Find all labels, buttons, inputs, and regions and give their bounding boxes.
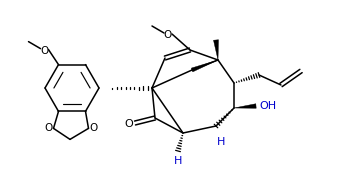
Text: O: O xyxy=(164,30,172,40)
Text: O: O xyxy=(125,119,133,129)
Text: H: H xyxy=(217,137,225,147)
Text: O: O xyxy=(89,123,98,133)
Polygon shape xyxy=(234,104,256,108)
Text: O: O xyxy=(40,46,49,56)
Text: H: H xyxy=(174,156,182,166)
Polygon shape xyxy=(214,40,219,60)
Text: O: O xyxy=(45,123,53,133)
Text: OH: OH xyxy=(260,101,277,111)
Polygon shape xyxy=(191,60,218,72)
